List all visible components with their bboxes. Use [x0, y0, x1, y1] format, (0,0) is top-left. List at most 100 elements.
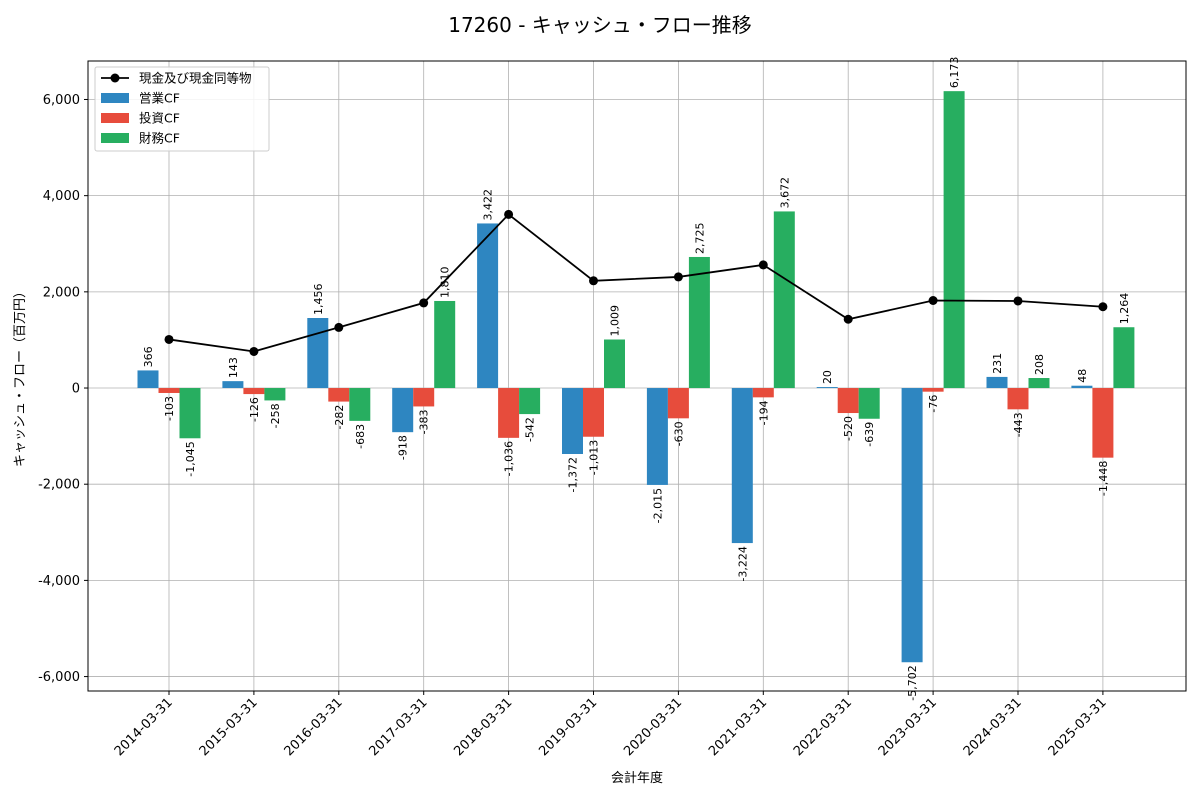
x-tick-label: 2021-03-31	[706, 695, 770, 759]
bar	[349, 388, 371, 421]
bar	[1092, 388, 1114, 458]
bar-value-label: 1,264	[1118, 293, 1131, 325]
bar	[137, 370, 159, 389]
bar	[816, 387, 838, 389]
bar	[243, 388, 265, 395]
chart-title: 17260 - キャッシュ・フロー推移	[448, 13, 752, 37]
bar	[583, 388, 604, 437]
bar	[922, 388, 944, 392]
bar	[1007, 388, 1029, 410]
x-tick-label: 2020-03-31	[621, 695, 685, 759]
legend-label: 営業CF	[139, 91, 180, 106]
bar-value-label: -443	[1012, 412, 1025, 437]
y-tick-label: -2,000	[38, 478, 80, 493]
bar	[752, 388, 774, 398]
bar	[901, 388, 923, 663]
bar-value-label: -630	[672, 421, 685, 446]
x-tick-label: 2019-03-31	[536, 695, 600, 759]
x-axis-label: 会計年度	[611, 770, 663, 786]
bar	[858, 388, 880, 419]
y-tick-label: -6,000	[38, 670, 80, 685]
legend-bar-swatch	[101, 113, 129, 123]
legend-label: 財務CF	[139, 131, 180, 146]
cash-point	[843, 314, 853, 324]
cash-point	[1098, 302, 1108, 312]
bar	[943, 91, 965, 389]
bar-value-label: 3,422	[482, 189, 495, 221]
bar	[179, 388, 201, 439]
x-tick-label: 2023-03-31	[876, 695, 940, 759]
bar-value-label: -383	[418, 409, 431, 434]
bar	[392, 388, 414, 433]
bar-value-label: -282	[333, 405, 346, 430]
bar	[688, 256, 710, 389]
bar	[1113, 327, 1135, 389]
bar	[1028, 378, 1050, 389]
bar-value-label: -542	[524, 417, 537, 442]
bar-value-label: -1,448	[1097, 461, 1110, 496]
bar-value-label: 20	[821, 370, 834, 384]
bar	[837, 388, 859, 414]
bar-value-label: -126	[248, 397, 261, 422]
plot-frame	[87, 60, 1187, 692]
bar-value-label: -1,013	[588, 440, 601, 475]
bar	[667, 388, 689, 419]
x-tick-label: 2024-03-31	[961, 695, 1025, 759]
bar-value-label: 6,173	[948, 57, 961, 89]
bar-value-label: -5,702	[906, 665, 919, 700]
bar-value-label: -76	[927, 395, 940, 413]
bar-value-label: -520	[842, 416, 855, 441]
cash-point	[928, 295, 938, 305]
bar-value-label: 2,725	[693, 222, 706, 254]
y-tick-label: 2,000	[43, 285, 80, 300]
legend-label: 投資CF	[139, 111, 180, 126]
bar-value-label: -194	[757, 400, 770, 425]
bar-value-label: 1,810	[439, 266, 452, 298]
y-tick-label: -4,000	[38, 574, 80, 589]
legend-marker-swatch	[110, 73, 120, 83]
bar	[986, 376, 1008, 389]
bar	[646, 388, 668, 485]
cash-point	[504, 209, 514, 219]
y-tick-label: 0	[72, 382, 80, 397]
cash-point	[334, 322, 344, 332]
bar-value-label: 1,009	[609, 305, 622, 337]
bar	[731, 388, 753, 544]
x-tick-label: 2022-03-31	[791, 695, 855, 759]
bar-value-label: -1,045	[184, 441, 197, 476]
bar-value-label: -918	[397, 435, 410, 460]
y-tick-label: 6,000	[43, 93, 80, 108]
bar-value-label: 208	[1033, 354, 1046, 375]
cash-point	[758, 260, 768, 270]
bar	[307, 318, 329, 389]
x-tick-label: 2025-03-31	[1046, 695, 1110, 759]
bar-value-label: 366	[142, 346, 155, 367]
bar-value-label: -2,015	[651, 488, 664, 523]
x-tick-label: 2014-03-31	[112, 695, 176, 759]
x-tick-label: 2016-03-31	[282, 695, 346, 759]
bar	[328, 388, 350, 402]
cash-point	[673, 272, 683, 282]
bar-value-label: -103	[163, 396, 176, 421]
bar	[222, 381, 244, 389]
bar-value-label: -1,036	[503, 441, 516, 476]
y-tick-label: 4,000	[43, 189, 80, 204]
x-tick-label: 2015-03-31	[197, 695, 261, 759]
bar	[562, 388, 583, 455]
bar	[519, 388, 541, 415]
cash-line	[168, 213, 1103, 353]
cash-point	[1013, 296, 1023, 306]
bar-value-label: -1,372	[567, 457, 580, 492]
cash-point	[589, 276, 598, 286]
bar-value-label: -683	[354, 424, 367, 449]
bar	[434, 300, 456, 389]
bar-value-label: -3,224	[736, 546, 749, 581]
y-axis-label: キャッシュ・フロー（百万円）	[13, 285, 28, 467]
cash-point	[249, 346, 259, 356]
bar-value-label: 143	[227, 357, 240, 378]
bar-value-label: 3,672	[778, 177, 791, 209]
legend-bar-swatch	[101, 133, 129, 143]
bar	[1071, 385, 1093, 389]
